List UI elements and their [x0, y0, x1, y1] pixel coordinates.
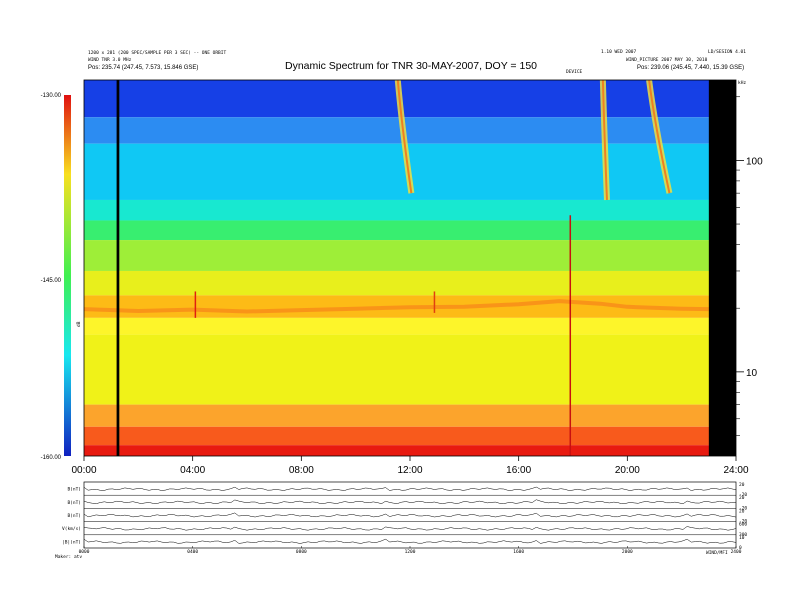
bottom-panels: B(nT)20-20B(nT)20-20B(nT)20-20V(km/s)600…	[62, 481, 747, 555]
header-left-line-2: WIND TNR 3.0 MHz	[88, 57, 132, 63]
header-right-line-2: WIND_PICTURE 2007 MAY 30, 2010	[626, 57, 708, 63]
panel-label-0: B(nT)	[67, 487, 81, 493]
chart-title: Dynamic Spectrum for TNR 30-MAY-2007, DO…	[285, 60, 537, 72]
frequency-band-12	[84, 445, 736, 456]
panel-x-label-5: 2000	[622, 549, 633, 555]
footer-left: Maker: atv	[55, 554, 82, 560]
x-tick-label-2: 08:00	[289, 465, 314, 476]
panel-3-tick-0: 600	[739, 522, 747, 528]
panel-4-tick-0: 10	[739, 535, 745, 541]
data-gap-1	[708, 80, 736, 456]
plasma-line	[83, 299, 709, 314]
panel-4-tick-1: 0	[739, 545, 742, 551]
type-iii-burst-core-2	[648, 79, 671, 194]
frequency-band-1	[84, 117, 736, 144]
panel-2-tick-0: 20	[739, 508, 745, 514]
panel-label-3: V(km/s)	[62, 526, 81, 532]
y-axis-unit: kHz	[738, 80, 746, 86]
x-tick-label-4: 16:00	[506, 465, 531, 476]
x-axis: 00:00 04:00 08:00 12:00 16:00 20:00 24:00	[71, 456, 749, 476]
x-tick-label-0: 00:00	[71, 465, 96, 476]
panel-trace-0	[83, 486, 737, 491]
x-tick-label-1: 04:00	[180, 465, 205, 476]
panel-trace-2	[83, 512, 737, 518]
panel-x-label-2: 0800	[296, 549, 307, 555]
colorbar	[64, 95, 71, 456]
spectrogram	[83, 79, 736, 456]
panel-x-label-3: 1200	[405, 549, 416, 555]
panel-label-4: |B|(nT)	[62, 539, 81, 545]
panel-trace-1	[83, 499, 737, 505]
x-tick-label-6: 24:00	[723, 465, 748, 476]
header-left-line-3: Pos: 235.74 (247.45, 7.573, 15.846 GSE)	[88, 65, 198, 71]
x-tick-label-5: 20:00	[615, 465, 640, 476]
type-iii-burst-core-1	[601, 79, 608, 200]
panel-label-1: B(nT)	[67, 500, 81, 506]
panel-2-tick-1: -20	[739, 519, 747, 525]
colorbar-tick-bottom: -160.00	[41, 455, 62, 461]
corner-label: LD/SESION 4.01	[708, 49, 746, 55]
y-tick-label-0: 100	[746, 156, 763, 167]
frequency-band-10	[84, 404, 736, 427]
footer-right: WIND/MFI	[706, 550, 728, 556]
frequency-band-11	[84, 426, 736, 446]
header-center-label: DEVICE	[566, 69, 583, 75]
x-tick-label-3: 12:00	[397, 465, 422, 476]
frequency-band-4	[84, 220, 736, 241]
bottom-panels-frame	[83, 481, 737, 549]
panel-x-label-4: 1600	[513, 549, 524, 555]
header-right-line-3: Pos: 239.06 (245.45, 7.440, 15.39 GSE)	[637, 65, 744, 71]
frequency-band-9	[84, 334, 736, 405]
panel-0-tick-0: 20	[739, 482, 745, 488]
y-tick-label-1: 10	[746, 368, 758, 379]
frequency-band-3	[84, 199, 736, 221]
panel-trace-4	[83, 538, 737, 544]
panel-1-tick-0: 20	[739, 495, 745, 501]
frequency-band-6	[84, 270, 736, 296]
colorbar-tick-mid: -145.00	[41, 278, 62, 284]
panel-trace-3	[83, 526, 737, 531]
frequency-band-8	[84, 317, 736, 335]
frequency-band-5	[84, 240, 736, 271]
type-iii-burst-core-0	[396, 79, 413, 194]
panel-1-tick-1: -20	[739, 505, 747, 511]
header-right-line-1: 1.10 WED 2007	[601, 49, 637, 55]
frequency-band-0	[84, 80, 736, 118]
panel-x-label-6: 2400	[731, 549, 742, 555]
y-axis-right: 100 10	[736, 96, 763, 436]
colorbar-label: dB	[76, 321, 82, 327]
panel-x-label-1: 0400	[187, 549, 198, 555]
colorbar-tick-top: -130.00	[41, 93, 62, 99]
data-gap-0	[116, 80, 120, 456]
panel-x-label-0: 0000	[79, 549, 90, 555]
panel-label-2: B(nT)	[67, 513, 81, 519]
panel-0-tick-1: -20	[739, 492, 747, 498]
panel-3-tick-1: 300	[739, 532, 747, 538]
header-left-line-1: 1200 x 281 (200 SPEC/SAMPLE PER 3 SEC) -…	[88, 50, 226, 56]
